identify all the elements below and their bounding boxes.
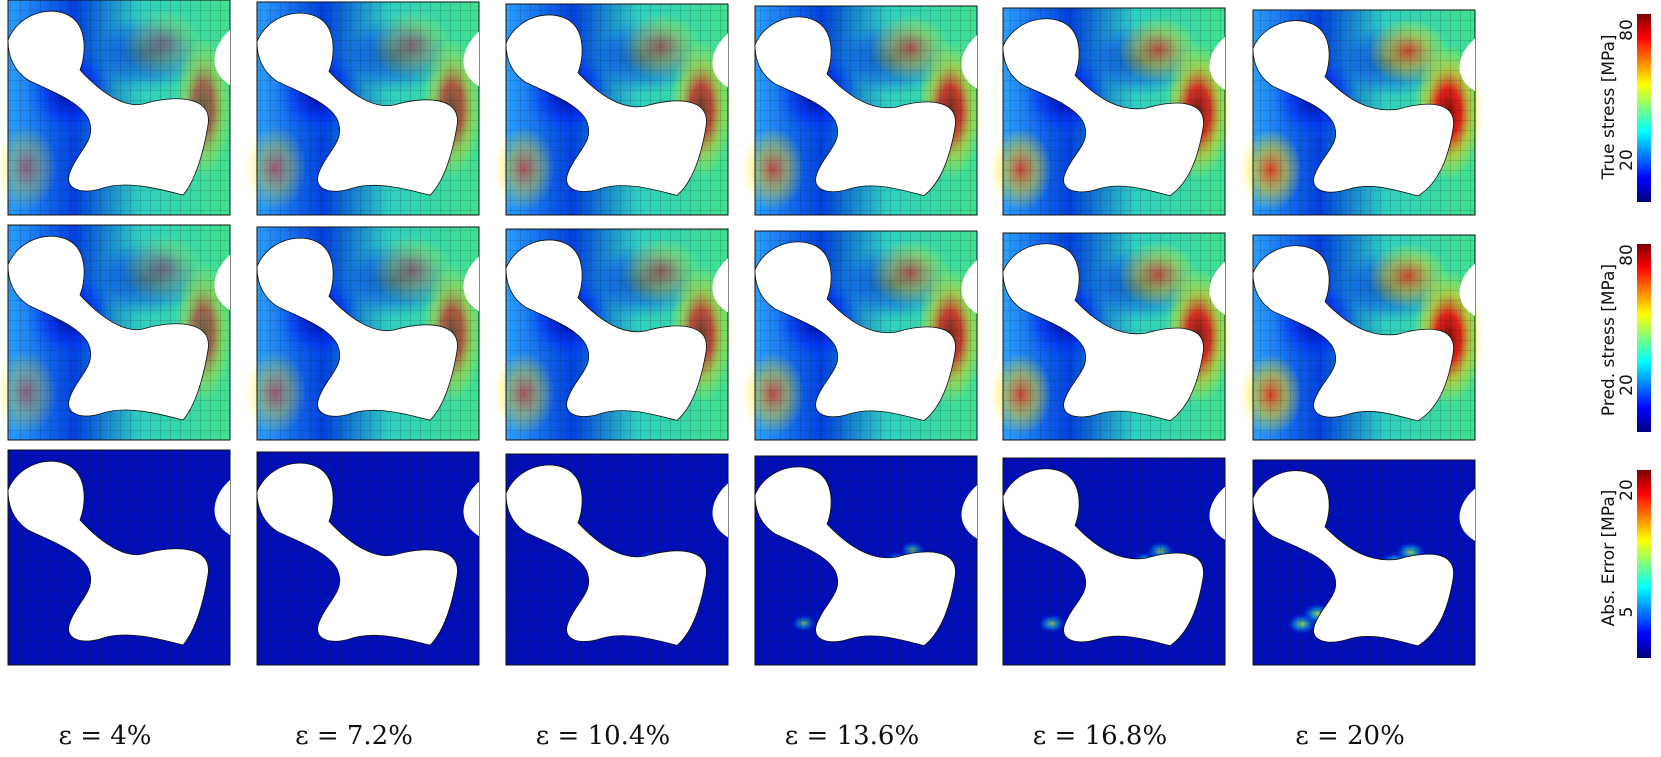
panel-pred-stress-5	[990, 233, 1232, 440]
panel-pred-stress-4	[742, 231, 983, 440]
panel-true-stress-5	[990, 8, 1232, 215]
panel-true-stress-2	[244, 2, 483, 215]
panel-pred-stress-1	[0, 225, 232, 440]
colorbar-tick-label: 80	[1617, 19, 1637, 41]
panel-abs-error-4	[755, 456, 977, 665]
panel-pred-stress-2	[244, 227, 483, 440]
panel-row-pred-stress	[0, 225, 1483, 440]
colorbar-pred-stress: Pred. stress [MPa]20 80	[1599, 244, 1651, 432]
panel-true-stress-4	[742, 6, 983, 215]
panel-true-stress-1	[0, 0, 232, 215]
panel-abs-error-6	[1253, 460, 1475, 665]
strain-label-4: ε = 13.6%	[785, 721, 919, 751]
colorbar-abs-error: Abs. Error [MPa]5 20	[1599, 470, 1651, 658]
panel-pred-stress-6	[1240, 235, 1484, 440]
colorbar-tick-label: 80	[1617, 244, 1637, 266]
strain-label-6: ε = 20%	[1295, 721, 1405, 751]
panel-abs-error-1	[8, 450, 230, 665]
panel-pred-stress-3	[493, 229, 733, 440]
strain-label-2: ε = 7.2%	[295, 721, 413, 751]
colorbar-title: Pred. stress [MPa]	[1599, 264, 1619, 416]
colorbar-gradient	[1637, 470, 1651, 658]
panel-row-abs-error	[8, 450, 1475, 665]
colorbar-tick-label: 20	[1617, 149, 1637, 171]
panel-true-stress-3	[493, 4, 733, 215]
panel-grid	[0, 0, 1483, 665]
panel-abs-error-3	[506, 454, 728, 665]
strain-label-3: ε = 10.4%	[536, 721, 670, 751]
colorbar-gradient	[1637, 14, 1651, 202]
colorbar-title: True stress [MPa]	[1599, 34, 1619, 180]
colorbar-title: Abs. Error [MPa]	[1599, 490, 1619, 627]
colorbar-tick-label: 20	[1617, 479, 1637, 501]
strain-label-5: ε = 16.8%	[1033, 721, 1167, 751]
panel-abs-error-5	[1003, 458, 1225, 665]
colorbar-gradient	[1637, 244, 1651, 432]
colorbar-tick-label: 5	[1617, 607, 1637, 618]
panel-true-stress-6	[1240, 10, 1484, 215]
panel-abs-error-2	[257, 452, 479, 665]
strain-label-1: ε = 4%	[58, 721, 151, 751]
colorbar-true-stress: True stress [MPa]20 80	[1599, 14, 1651, 202]
panel-row-true-stress	[0, 0, 1483, 215]
strain-labels: ε = 4% ε = 7.2% ε = 10.4% ε = 13.6% ε = 16.8…	[58, 721, 1404, 751]
colorbar-tick-label: 20	[1617, 374, 1637, 396]
